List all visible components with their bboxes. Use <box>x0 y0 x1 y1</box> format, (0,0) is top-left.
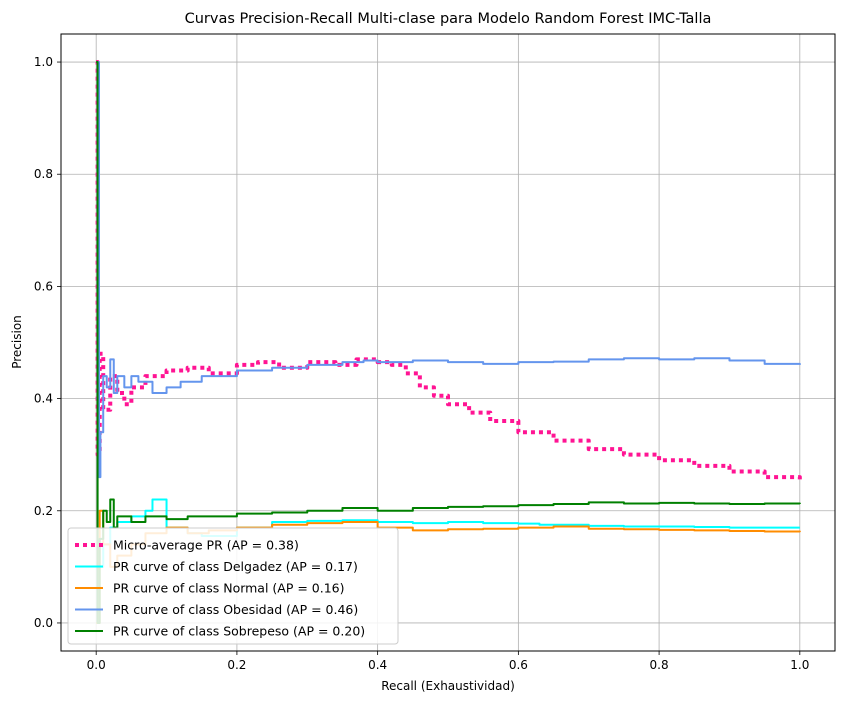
x-axis-title: Recall (Exhaustividad) <box>381 679 515 693</box>
series-line-1 <box>96 498 800 624</box>
x-tick-label: 0.6 <box>509 658 528 672</box>
y-tick-label: 0.2 <box>34 504 53 518</box>
x-tick-label: 0.4 <box>368 658 387 672</box>
y-tick-label: 0.4 <box>34 392 53 406</box>
y-tick-label: 0.8 <box>34 167 53 181</box>
y-tick-label: 0.0 <box>34 616 53 630</box>
chart-title: Curvas Precision-Recall Multi-clase para… <box>185 11 712 27</box>
tick-layer: 0.0 0.2 0.4 0.6 0.8 1.0 0.0 0.2 0.4 0.6 0.8 1.0 <box>34 55 809 672</box>
legend-label: PR curve of class Obesidad (AP = 0.46) <box>113 602 358 617</box>
legend-label: PR curve of class Sobrepeso (AP = 0.20) <box>113 624 365 639</box>
grid-layer <box>61 34 835 651</box>
x-tick-label: 0.0 <box>87 658 106 672</box>
y-tick-label: 1.0 <box>34 55 53 69</box>
legend-label: PR curve of class Delgadez (AP = 0.17) <box>113 559 358 574</box>
legend-label: PR curve of class Normal (AP = 0.16) <box>113 581 345 596</box>
legend-box <box>67 527 399 645</box>
legend: Micro-average PR (AP = 0.38) PR curve of … <box>67 527 399 645</box>
x-tick-label: 1.0 <box>790 658 809 672</box>
y-axis-title: Precision <box>10 315 24 369</box>
plot-frame <box>60 33 836 652</box>
series-line-0 <box>95 60 802 483</box>
y-tick-label: 0.6 <box>34 279 53 293</box>
legend-entries: Micro-average PR (AP = 0.38) PR curve of … <box>75 538 365 639</box>
x-tick-label: 0.8 <box>650 658 669 672</box>
x-tick-label: 0.2 <box>227 658 246 672</box>
series-line-4 <box>96 61 801 624</box>
legend-label: Micro-average PR (AP = 0.38) <box>113 538 299 553</box>
series-line-3 <box>96 61 801 479</box>
